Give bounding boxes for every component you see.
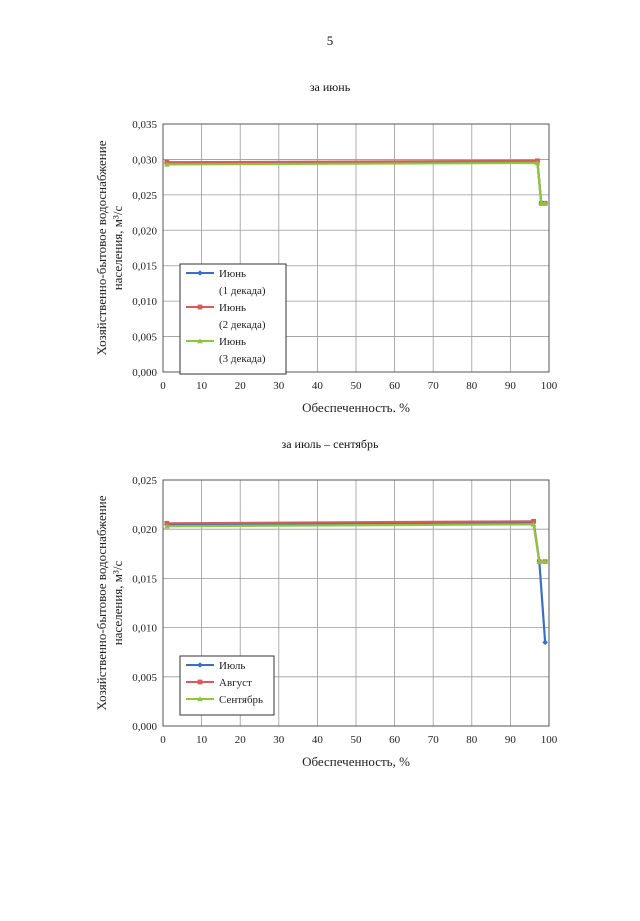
y-tick-label: 0,025 — [132, 190, 157, 202]
x-tick-label: 90 — [505, 380, 517, 392]
legend-swatch-marker — [197, 696, 203, 702]
plot-area-border — [162, 479, 550, 727]
legend-swatch-marker — [197, 270, 203, 276]
y-tick-label: 0,010 — [132, 623, 157, 635]
data-point — [164, 523, 170, 529]
data-point — [536, 558, 543, 564]
legend: Июль Август Сентябрь — [179, 655, 275, 716]
series-line — [166, 523, 546, 563]
series-line — [166, 161, 546, 205]
series-2 — [164, 160, 548, 206]
y-tick-label: 0,025 — [132, 475, 157, 487]
x-tick-label: 30 — [273, 380, 285, 392]
legend-label: Июль — [219, 660, 245, 672]
legend-label: Июнь — [219, 268, 246, 280]
y-axis-label: населения, м³/с — [110, 205, 125, 290]
x-tick-label: 0 — [160, 380, 166, 392]
x-tick-label: 50 — [351, 734, 363, 746]
data-point — [530, 521, 537, 527]
y-tick-label: 0,035 — [132, 119, 157, 131]
y-tick-label: 0,005 — [132, 332, 157, 344]
data-point — [538, 200, 545, 206]
legend-swatch — [186, 696, 214, 702]
legend-label: Июнь — [219, 336, 246, 348]
x-axis-label: Обеспеченность, % — [302, 400, 410, 412]
chart-july-september: 0 10 20 30 40 50 60 70 80 90 100 0,000 0,005 0,010 0,0… — [94, 475, 558, 768]
x-tick-label: 70 — [428, 380, 440, 392]
legend-swatch-marker — [197, 679, 203, 685]
data-point — [542, 200, 548, 206]
data-point — [534, 160, 541, 166]
x-tick-label: 40 — [312, 734, 324, 746]
legend-label: Июнь — [219, 302, 246, 314]
x-tick-label: 10 — [196, 380, 208, 392]
legend-label: (2 декада) — [219, 319, 266, 331]
y-tick-label: 0,030 — [132, 154, 157, 166]
x-tick-label: 100 — [541, 380, 558, 392]
x-tick-label: 60 — [389, 734, 401, 746]
x-tick-label: 70 — [428, 734, 440, 746]
legend-label: (1 декада) — [219, 285, 266, 297]
y-tick-label: 0,010 — [132, 296, 157, 308]
y-tick-label: 0,005 — [132, 672, 157, 684]
y-axis-label: Хозяйственно-бытовое водоснабжение — [94, 140, 109, 355]
chart-title-july-september: за июль – сентябрь — [281, 437, 379, 451]
legend-swatch — [186, 270, 214, 276]
x-axis-label: Обеспеченность, % — [302, 754, 410, 768]
x-tick-label: 20 — [235, 734, 247, 746]
legend: Июнь (1 декада) Июнь (2 декада) Июнь (3 декад… — [179, 263, 287, 375]
y-tick-label: 0,020 — [132, 225, 157, 237]
x-tick-label: 90 — [505, 734, 517, 746]
plot-area-border — [162, 123, 550, 373]
x-tick-label: 0 — [160, 734, 166, 746]
legend-swatch-marker — [197, 338, 203, 344]
legend-label: Сентябрь — [219, 694, 263, 706]
data-point — [164, 161, 170, 167]
series-2 — [164, 521, 548, 564]
y-tick-label: 0,015 — [132, 573, 157, 585]
legend-label: (3 декада) — [219, 353, 266, 365]
chart-june: 0 10 20 30 40 50 60 70 80 90 100 0,000 0,005 0,010 0,0… — [94, 119, 558, 412]
page-number: 5 — [326, 33, 334, 48]
legend-swatch-marker — [197, 304, 203, 310]
data-point — [542, 558, 548, 564]
y-axis-label: Хозяйственно-бытовое водоснабжение — [94, 495, 109, 710]
legend-box — [179, 263, 287, 375]
x-tick-label: 80 — [466, 734, 478, 746]
x-tick-label: 30 — [273, 734, 285, 746]
y-tick-label: 0,000 — [132, 721, 157, 733]
y-axis-label: населения, м³/с — [110, 560, 125, 645]
y-tick-label: 0,015 — [132, 261, 157, 273]
x-tick-label: 80 — [466, 380, 478, 392]
legend-swatch — [186, 338, 214, 344]
x-tick-label: 10 — [196, 734, 208, 746]
x-tick-label: 100 — [541, 734, 558, 746]
x-tick-label: 40 — [312, 380, 324, 392]
legend-swatch — [186, 304, 214, 310]
data-point — [542, 639, 548, 646]
x-tick-label: 60 — [389, 380, 401, 392]
x-tick-label: 20 — [235, 380, 247, 392]
data-point — [531, 518, 536, 524]
y-tick-label: 0,020 — [132, 524, 157, 536]
legend-swatch — [186, 679, 214, 685]
data-point — [164, 520, 170, 526]
chart-title-june: за июнь — [309, 80, 351, 94]
legend-label: Август — [219, 677, 252, 689]
x-tick-label: 50 — [351, 380, 363, 392]
y-tick-label: 0,000 — [132, 367, 157, 379]
